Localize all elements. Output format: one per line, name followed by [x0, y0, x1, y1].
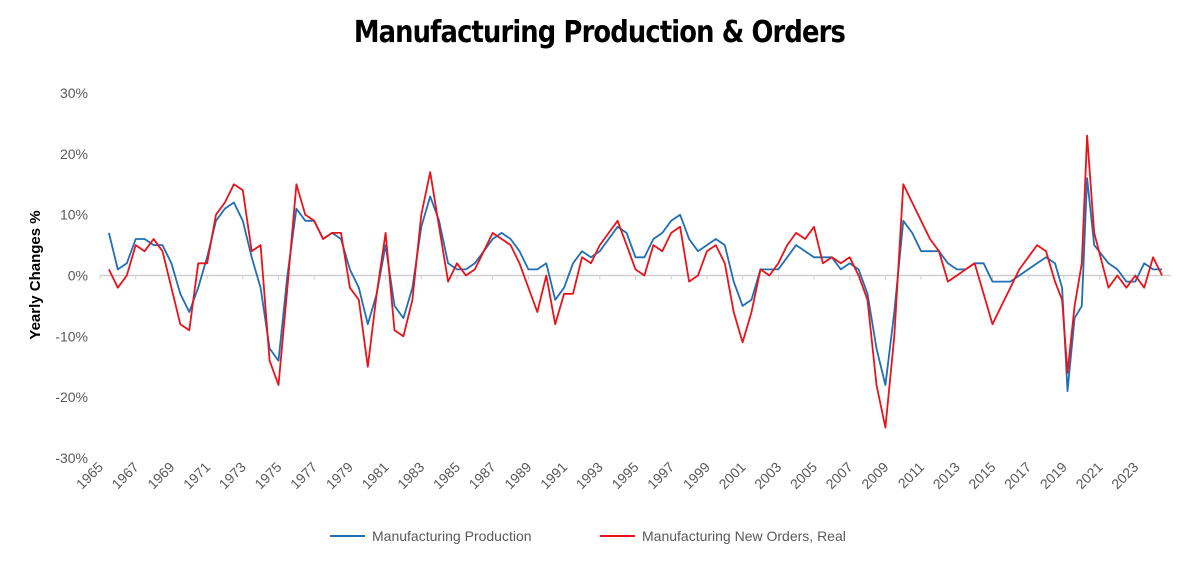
- x-tick-label: 1979: [323, 459, 356, 492]
- y-tick-label: 30%: [60, 85, 88, 101]
- x-tick-label: 1977: [287, 459, 320, 492]
- x-tick-label: 2005: [787, 459, 820, 492]
- y-tick-label: 0%: [68, 268, 88, 284]
- x-tick-label: 2007: [822, 459, 855, 492]
- y-tick-label: 10%: [60, 207, 88, 223]
- x-tick-label: 1995: [608, 459, 641, 492]
- x-tick-label: 1989: [501, 459, 534, 492]
- y-tick-label: -10%: [55, 328, 88, 344]
- x-tick-label: 2013: [930, 459, 963, 492]
- y-tick-label: -30%: [55, 450, 88, 466]
- x-tick-label: 2001: [715, 459, 748, 492]
- x-tick-label: 1983: [394, 459, 427, 492]
- x-tick-label: 1987: [465, 459, 498, 492]
- x-tick-label: 2015: [965, 459, 998, 492]
- y-axis-label: Yearly Changes %: [27, 210, 44, 339]
- series-line: [108, 134, 1163, 429]
- x-tick-label: 1997: [644, 459, 677, 492]
- y-tick-label: -20%: [55, 389, 88, 405]
- x-tick-label: 1973: [216, 459, 249, 492]
- series-line: [108, 177, 1163, 392]
- x-tick-label: 1981: [358, 459, 391, 492]
- x-tick-label: 2009: [858, 459, 891, 492]
- x-tick-label: 2023: [1108, 459, 1141, 492]
- x-tick-label: 1967: [108, 459, 141, 492]
- x-tick-label: 2011: [895, 459, 928, 492]
- y-tick-label: 20%: [60, 146, 88, 162]
- x-tick-label: 1993: [573, 459, 606, 492]
- chart-title: Manufacturing Production & Orders: [354, 14, 845, 49]
- x-tick-label: 1999: [680, 459, 713, 492]
- x-tick-label: 2017: [1001, 459, 1034, 492]
- x-tick-label: 1971: [180, 459, 213, 492]
- x-tick-label: 1975: [251, 459, 284, 492]
- legend-label: Manufacturing Production: [372, 528, 532, 544]
- x-tick-label: 1985: [430, 459, 463, 492]
- x-tick-label: 1969: [144, 459, 177, 492]
- legend-label: Manufacturing New Orders, Real: [642, 528, 846, 544]
- x-tick-label: 1991: [537, 459, 570, 492]
- x-tick-label: 2019: [1037, 459, 1070, 492]
- x-tick-label: 2003: [751, 459, 784, 492]
- x-tick-label: 2021: [1072, 459, 1105, 492]
